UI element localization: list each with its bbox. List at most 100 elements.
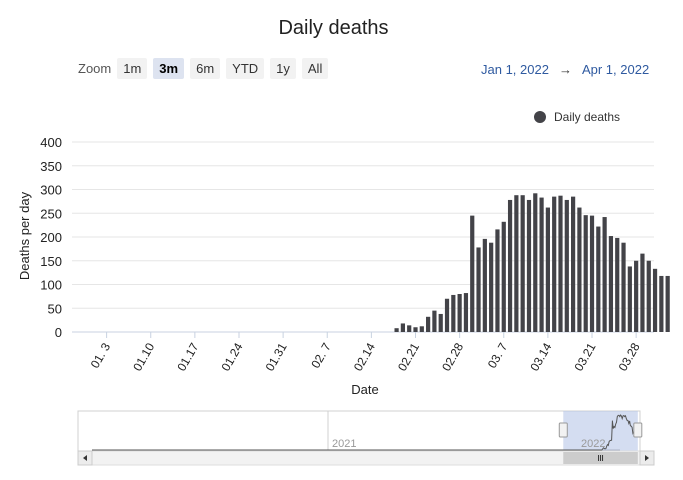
x-tick-label: 03. 7 [485,340,511,370]
x-tick-label: 02.14 [351,340,378,373]
bar[interactable] [394,328,399,332]
y-tick-label: 350 [40,159,62,174]
legend-marker [534,111,546,123]
navigator-selected-range[interactable] [563,411,638,451]
navigator-year-2022: 2022 [581,438,605,450]
bar[interactable] [608,236,614,332]
bar[interactable] [400,323,405,332]
bar[interactable] [444,298,450,332]
y-tick-label: 400 [40,135,62,150]
x-tick-label: 01. 3 [88,340,114,370]
x-tick-label: 01.10 [130,340,157,373]
grid-lines [72,141,654,333]
chart-title: Daily deaths [278,17,389,39]
bar[interactable] [571,196,576,332]
scroll-right-icon [645,455,649,461]
bar[interactable] [426,316,431,332]
y-tick-label: 150 [40,254,62,269]
navigator-left-handle[interactable] [558,422,568,438]
bar[interactable] [640,253,645,332]
navigator-right-handle[interactable] [633,422,643,438]
x-tick-label: 01.24 [218,340,245,373]
bar[interactable] [520,195,525,332]
x-tick-label: 03.21 [571,340,598,373]
navigator-year-2021: 2021 [332,438,356,450]
y-tick-label: 50 [48,301,62,316]
navigator-frame [77,410,641,452]
bar[interactable] [432,310,437,332]
date-range: Jan 1, 2022 → Apr 1, 2022 [481,62,649,77]
x-tick-label: 02.28 [439,340,466,373]
y-tick-label: 100 [40,278,62,293]
bar[interactable] [438,313,443,332]
x-tick-label: 01.31 [263,340,290,373]
range-to-input[interactable]: Apr 1, 2022 [581,62,650,77]
navigator-series-line [92,414,638,451]
y-tick-label: 0 [55,325,62,340]
bar[interactable] [627,266,632,332]
zoom-1y-button[interactable]: 1y [270,58,296,79]
bar[interactable] [413,327,418,332]
bar[interactable] [665,275,670,332]
bar[interactable] [558,195,563,332]
x-tick-label: 02. 7 [308,340,334,370]
y-axis-label: Deaths per day [17,191,32,280]
bar[interactable] [634,260,639,332]
bar[interactable] [602,217,607,332]
bar[interactable] [457,294,462,332]
scrollbar-grip-icon [598,455,604,461]
bar[interactable] [463,293,469,332]
bar[interactable] [495,229,500,332]
legend-label: Daily deaths [554,110,621,124]
bar[interactable] [545,207,550,332]
bar[interactable] [564,199,569,332]
legend[interactable]: Daily deaths [534,110,620,124]
bar[interactable] [646,260,651,332]
zoom-3m-button[interactable]: 3m [153,58,185,79]
bar[interactable] [652,268,658,332]
bar[interactable] [659,275,664,332]
zoom-1m-button[interactable]: 1m [117,58,148,79]
y-tick-label: 250 [40,206,62,221]
bar[interactable] [526,199,532,332]
bar[interactable] [621,242,626,332]
bar[interactable] [514,195,519,332]
x-tick-label: 03.14 [527,340,554,373]
bar[interactable] [583,215,588,332]
y-tick-label: 300 [40,183,62,198]
bar[interactable] [482,238,487,332]
bar[interactable] [489,242,494,332]
x-tick-label: 02.21 [395,340,422,373]
bar[interactable] [407,325,412,332]
zoom-ytd-button[interactable]: YTD [226,58,265,79]
x-tick-label: 01.17 [174,340,201,373]
x-axis-label: Date [351,382,378,397]
bar[interactable] [615,237,620,332]
x-axis-ticks: 01. 3 01.10 01.17 01.24 01.31 02. 7 02.14 02.21… [88,332,643,374]
bar[interactable] [470,215,475,332]
bar[interactable] [419,326,424,332]
y-axis-ticks: 0 50 100 150 200 250 300 350 400 [40,135,62,340]
range-arrow: → [558,62,572,77]
bar[interactable] [476,247,481,332]
zoom-controls: Zoom 1m 3m 6m YTD 1y All [78,58,334,79]
y-tick-label: 200 [40,230,62,245]
bar[interactable] [533,193,538,332]
zoom-6m-button[interactable]: 6m [190,58,221,79]
bar[interactable] [507,199,513,332]
x-tick-label: 03.28 [616,340,643,373]
bar[interactable] [596,226,601,332]
zoom-all-button[interactable]: All [301,58,329,79]
bar[interactable] [589,215,595,332]
range-from-input[interactable]: Jan 1, 2022 [481,62,549,77]
bar[interactable] [552,196,557,332]
bar[interactable] [577,207,582,332]
scroll-left-icon [83,455,87,461]
bar[interactable] [539,197,544,332]
bars [394,193,670,332]
zoom-label: Zoom [78,61,112,76]
bar[interactable] [501,221,506,332]
bar[interactable] [451,294,456,332]
navigator: 2021 2022 [77,410,655,466]
